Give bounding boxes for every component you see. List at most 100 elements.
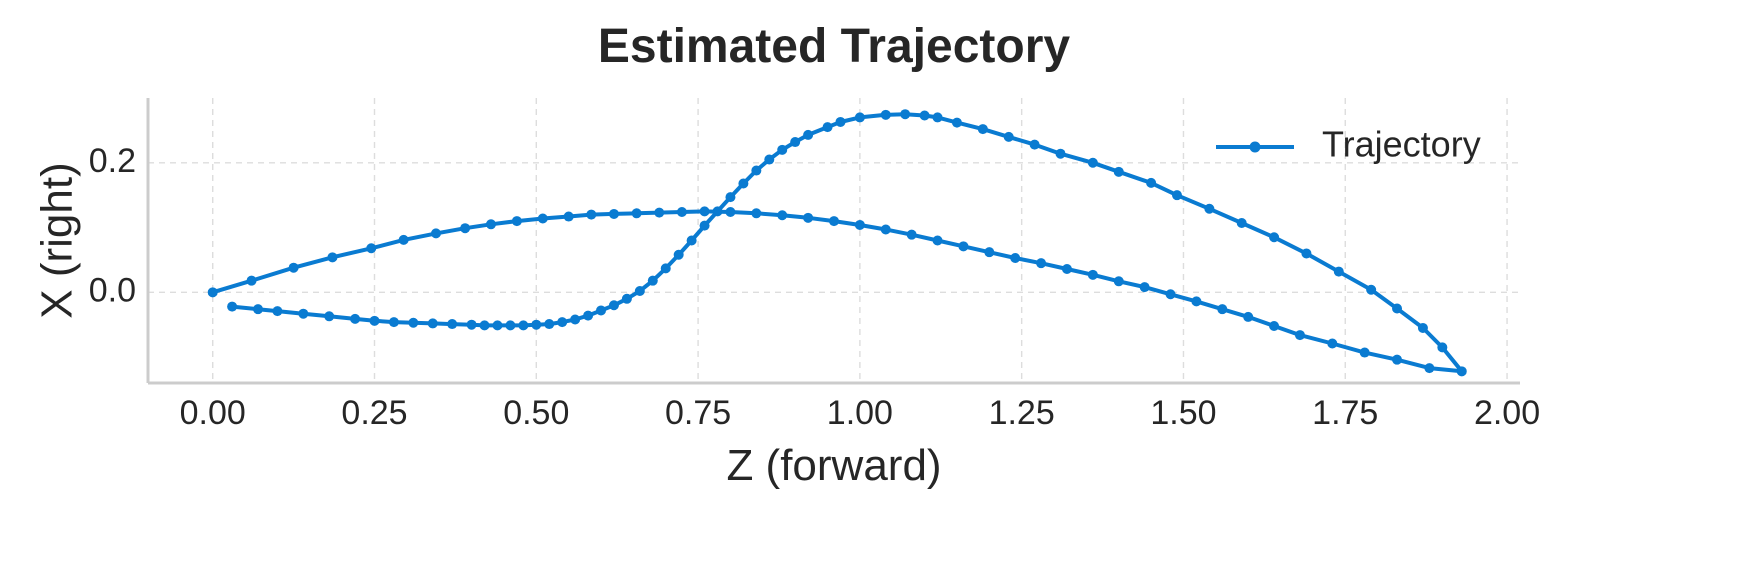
data-point (544, 319, 555, 330)
data-point (1055, 148, 1066, 159)
data-point (900, 109, 911, 120)
data-point (1359, 347, 1370, 358)
data-point (1036, 258, 1047, 269)
x-axis-label: Z (forward) (726, 441, 941, 490)
data-point (1113, 166, 1124, 177)
data-point (631, 208, 642, 219)
tick-labels: 0.00 0.25 0.50 0.75 1.00 1.25 1.50 1.75 2.00 0.0 0… (89, 142, 1540, 432)
x-tick-label: 1.25 (989, 394, 1055, 432)
data-point (563, 211, 574, 222)
data-point (829, 216, 839, 227)
data-point (835, 116, 846, 127)
data-point (1003, 131, 1014, 142)
data-point (430, 228, 441, 239)
data-point (246, 275, 257, 286)
data-point (621, 293, 632, 304)
data-point (676, 207, 687, 217)
data-point (207, 287, 218, 298)
data-point (1204, 203, 1215, 214)
data-point (1236, 218, 1247, 229)
data-point (557, 317, 568, 328)
y-tick-label: 0.2 (89, 142, 136, 180)
data-point (586, 209, 597, 220)
data-point (1146, 177, 1157, 188)
data-point (253, 304, 264, 315)
data-point (324, 311, 335, 322)
data-point (1392, 354, 1403, 365)
data-point (1269, 321, 1280, 331)
data-point (777, 144, 788, 155)
data-point (1392, 303, 1403, 314)
data-point (764, 154, 775, 165)
data-point (919, 110, 930, 121)
data-point (725, 192, 736, 203)
data-point (1113, 276, 1124, 287)
data-point (932, 235, 943, 246)
data-point (854, 219, 865, 230)
data-point (634, 286, 645, 297)
data-point (479, 320, 490, 331)
axes (146, 98, 1520, 385)
data-point (608, 300, 619, 311)
grid (148, 98, 1520, 383)
data-point (227, 301, 238, 312)
series-layer (207, 109, 1467, 377)
data-point (537, 213, 548, 224)
x-tick-label: 1.75 (1312, 394, 1378, 432)
data-point (977, 124, 988, 135)
data-point (647, 275, 658, 286)
data-point (492, 320, 503, 331)
data-point (583, 310, 594, 321)
data-point (388, 317, 399, 328)
data-point (288, 262, 299, 273)
data-point (486, 219, 496, 230)
legend-marker-swatch (1249, 141, 1261, 153)
data-point (1243, 311, 1254, 322)
data-point (1172, 190, 1182, 201)
data-point (408, 317, 419, 328)
data-point (350, 313, 361, 324)
data-point (1269, 232, 1280, 243)
data-point (751, 208, 762, 219)
data-point (398, 234, 409, 245)
data-point (596, 305, 607, 316)
data-point (906, 229, 917, 240)
data-point (1139, 282, 1150, 293)
legend: Trajectory (1216, 124, 1481, 165)
data-point (1061, 264, 1072, 274)
data-point (1010, 252, 1021, 263)
y-axis-label: X (right) (33, 162, 82, 318)
data-point (803, 212, 814, 223)
data-point (984, 247, 995, 258)
data-point (608, 208, 619, 219)
data-point (654, 207, 665, 218)
x-tick-label: 2.00 (1474, 394, 1540, 432)
data-point (427, 318, 438, 329)
data-point (751, 165, 762, 176)
data-point (1456, 366, 1467, 377)
x-tick-label: 1.00 (827, 394, 893, 432)
x-tick-label: 0.75 (665, 394, 731, 432)
data-point (298, 308, 309, 319)
data-point (699, 206, 710, 217)
data-point (505, 320, 516, 331)
data-point (447, 319, 458, 330)
data-point (531, 319, 542, 330)
data-point (1191, 296, 1202, 307)
data-point (951, 117, 962, 128)
data-point (1437, 342, 1448, 353)
x-tick-label: 0.00 (180, 394, 246, 432)
data-point (660, 263, 671, 274)
data-point (369, 315, 380, 326)
data-point (366, 243, 377, 254)
data-point (803, 129, 814, 140)
x-tick-label: 1.50 (1150, 394, 1216, 432)
data-point (1087, 157, 1098, 168)
data-point (1301, 248, 1312, 259)
x-tick-label: 0.25 (341, 394, 407, 432)
data-point (1029, 139, 1040, 150)
data-point (673, 249, 684, 260)
chart-title: Estimated Trajectory (598, 20, 1071, 73)
